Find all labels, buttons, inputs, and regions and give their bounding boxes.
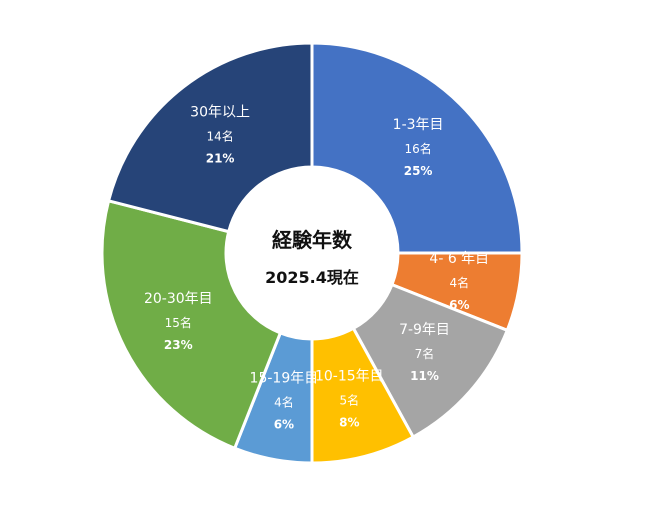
slice-percent: 6% [274, 417, 294, 431]
slice-count: 5名 [339, 392, 359, 407]
slice-percent: 11% [410, 369, 439, 383]
slice-count: 4名 [449, 275, 469, 290]
slice-label: 7-9年目 [399, 322, 450, 338]
slice-percent: 25% [404, 164, 433, 178]
slice-percent: 6% [449, 298, 469, 312]
center-title: 経験年数 [272, 228, 353, 252]
slice-label: 15-19年目 [250, 370, 319, 386]
labels-layer: 1-3年目 16名 25% 4- 6 年目 4名 6% 7-9年目 7名 11% 10-15年目 5… [144, 105, 489, 432]
slice-label: 4- 6 年目 [429, 251, 489, 267]
center-subtitle: 2025.4現在 [265, 268, 359, 287]
slice-percent: 23% [164, 338, 193, 352]
slice-count: 7名 [415, 346, 435, 361]
slice-label: 10-15年目 [315, 368, 384, 384]
slice-percent: 8% [339, 415, 359, 429]
slice-label: 1-3年目 [393, 117, 444, 133]
donut-hole [226, 167, 398, 339]
slice-label: 20-30年目 [144, 291, 213, 307]
slice-count: 4名 [274, 394, 294, 409]
slices-layer [100, 41, 524, 465]
slice-label: 30年以上 [190, 105, 250, 121]
slice-count: 15名 [165, 315, 192, 330]
slice-percent: 21% [206, 152, 235, 166]
slice-count: 14名 [206, 129, 233, 144]
slice-count: 16名 [404, 141, 431, 156]
